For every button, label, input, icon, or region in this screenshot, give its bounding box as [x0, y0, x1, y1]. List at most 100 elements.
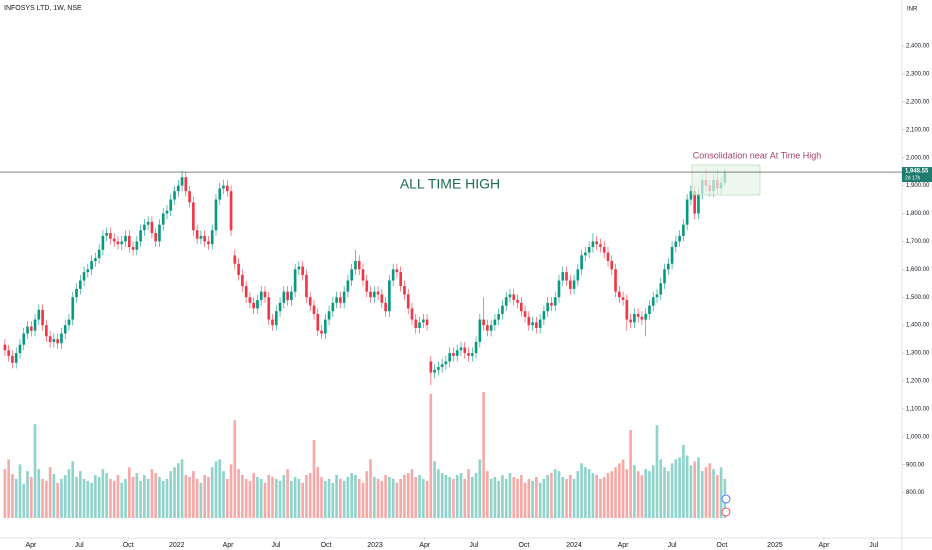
candle-body: [109, 233, 112, 239]
candle-body: [546, 302, 550, 312]
volume-bar: [146, 478, 150, 518]
volume-bar: [576, 471, 580, 518]
candle-body: [56, 339, 59, 344]
volume-bar: [241, 475, 244, 518]
candle-body: [263, 291, 267, 298]
candle-body: [429, 361, 433, 373]
volume-bar: [308, 473, 312, 518]
candle-body: [331, 302, 335, 312]
candle-body: [278, 302, 282, 312]
candle-body: [614, 269, 617, 292]
volume-bar: [173, 467, 176, 518]
candle-body: [97, 249, 101, 259]
volume-bar: [233, 420, 237, 518]
candle-body: [610, 260, 614, 270]
candle-body: [678, 235, 681, 242]
volume-bar: [663, 467, 666, 518]
volume-bar: [354, 475, 357, 518]
volume-bar: [78, 471, 82, 518]
candle-body: [222, 185, 225, 189]
volume-bar: [237, 469, 240, 518]
candle-body: [568, 280, 572, 289]
volume-bar: [440, 473, 444, 518]
volume-bar: [625, 469, 629, 518]
candle-body: [685, 199, 689, 225]
candle-body: [94, 258, 97, 261]
candle-body: [127, 235, 131, 248]
volume-bar: [176, 463, 180, 518]
candle-body: [550, 302, 553, 306]
candle-body: [361, 269, 365, 281]
candle-body: [587, 247, 591, 253]
volume-bar: [135, 473, 139, 518]
volume-bar: [587, 469, 591, 518]
volume-bar: [655, 425, 659, 518]
candle-body: [52, 339, 56, 342]
volume-bar: [335, 475, 338, 518]
volume-bar: [636, 471, 640, 518]
candle-body: [3, 344, 7, 351]
volume-bar: [346, 476, 350, 518]
candle-body: [60, 333, 63, 344]
volume-bar: [610, 471, 614, 518]
candle-body: [535, 322, 538, 328]
x-tick-label: 2024: [566, 542, 582, 549]
candle-body: [139, 230, 142, 242]
candle-body: [135, 241, 139, 250]
volume-bar: [369, 459, 372, 518]
volume-bar: [523, 482, 527, 518]
volume-bar: [595, 475, 599, 518]
candle-body: [655, 294, 659, 298]
candle-body: [48, 336, 52, 342]
x-tick-label: Jul: [668, 542, 677, 549]
candle-body: [474, 341, 478, 354]
y-tick-label: 1,400.00: [906, 323, 930, 329]
volume-bar: [22, 483, 26, 518]
y-tick-label: 2,300.00: [906, 72, 930, 78]
candle-body: [493, 319, 497, 326]
volume-bar: [37, 469, 41, 518]
candle-body: [131, 247, 135, 250]
candle-body: [67, 319, 71, 326]
volume-bar: [670, 463, 674, 518]
y-tick-label: 2,200.00: [906, 99, 930, 105]
volume-bar: [278, 480, 282, 518]
volume-bar: [504, 478, 508, 518]
volume-bar: [568, 475, 572, 518]
volume-bar: [527, 478, 531, 518]
volume-bar: [60, 478, 63, 518]
volume-bar: [467, 469, 470, 518]
volume-bar: [154, 473, 157, 518]
candle-body: [523, 311, 527, 317]
volume-bar: [210, 467, 214, 518]
candle-body: [256, 300, 259, 309]
candle-body: [425, 319, 429, 326]
volume-bar: [229, 464, 233, 518]
volume-bar: [143, 475, 146, 518]
candle-body: [584, 252, 587, 256]
candle-body: [120, 241, 124, 245]
candle-body: [41, 309, 44, 326]
candle-body: [301, 266, 304, 275]
volume-bar: [418, 475, 421, 518]
candle-body: [606, 252, 610, 261]
candle-body: [184, 177, 188, 192]
volume-bar: [286, 469, 289, 518]
candle-body: [666, 263, 670, 270]
candle-body: [26, 326, 29, 334]
volume-bar: [188, 476, 191, 518]
candle-body: [154, 233, 157, 242]
candle-body: [45, 325, 48, 337]
x-tick-label: Apr: [618, 542, 630, 549]
candle-body: [22, 333, 26, 345]
candle-body: [489, 325, 493, 331]
y-tick-label: 1,800.00: [906, 211, 930, 217]
event-icon[interactable]: [721, 507, 731, 517]
candle-body: [512, 294, 516, 301]
volume-bar: [263, 482, 267, 518]
event-icon[interactable]: [721, 494, 731, 504]
candle-body: [354, 260, 357, 270]
y-tick-label: 2,000.00: [906, 155, 930, 161]
candle-body: [180, 177, 184, 186]
candle-body: [105, 233, 108, 236]
